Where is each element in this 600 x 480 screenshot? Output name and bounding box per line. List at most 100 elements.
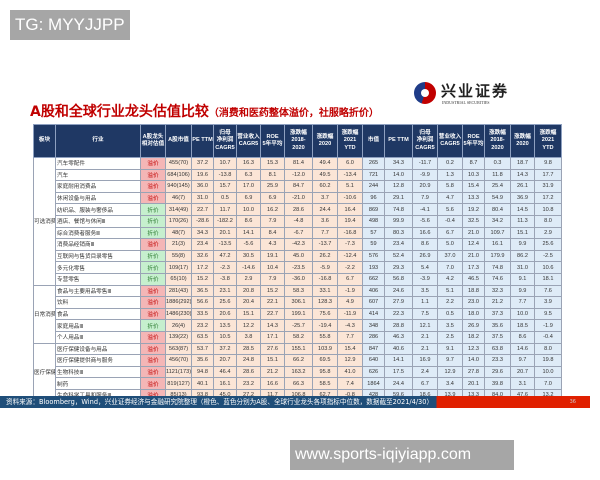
global-value: 18.5 [510, 319, 535, 332]
a-share-value: 17.1 [260, 330, 285, 344]
a-share-value: 0.5 [213, 191, 237, 205]
a-share-value: 819(127) [165, 377, 192, 390]
a-share-value: 60.2 [312, 180, 338, 193]
a-share-value: 10.5 [213, 330, 237, 344]
a-share-value: 58.2 [284, 330, 313, 344]
global-value: 12.4 [462, 238, 485, 251]
global-value: 5.1 [437, 284, 463, 298]
global-value: 59 [362, 238, 385, 251]
column-header: ROE 5年平均 [260, 124, 285, 158]
global-value: 2.5 [437, 330, 463, 344]
a-share-value: 940(145) [165, 180, 192, 193]
global-value: 0.5 [437, 307, 463, 321]
a-share-value: -12.0 [284, 168, 313, 182]
global-value: 5.6 [437, 203, 463, 216]
a-share-value: -42.3 [284, 238, 313, 251]
global-value: 3.9 [534, 296, 562, 309]
a-share-value: -14.6 [236, 261, 261, 274]
global-value: 21.2 [484, 296, 511, 309]
a-share-value: 103.9 [312, 342, 338, 356]
global-value: 23.4 [384, 238, 413, 251]
global-value: 662 [362, 272, 385, 286]
global-value: 10.0 [534, 365, 562, 379]
global-value: 7.7 [510, 296, 535, 309]
a-share-value: 15.1 [236, 307, 261, 321]
global-value: 7.0 [437, 261, 463, 274]
a-share-value: 21.2 [260, 365, 285, 379]
global-value: 17.7 [534, 168, 562, 182]
industry-name: 多元化零售 [55, 261, 141, 274]
logo-mark-icon [414, 82, 436, 104]
global-value: 99.9 [384, 214, 413, 228]
a-share-value: -10.6 [337, 191, 363, 205]
source-note: 资料来源：Bloomberg，Wind，兴业证券经济与金融研究院整理（橙色、蓝色… [6, 398, 434, 406]
global-value: 10.8 [534, 203, 562, 216]
a-share-value: 22.7 [260, 307, 285, 321]
a-share-value: 3.8 [236, 330, 261, 344]
a-share-value: 46(7) [165, 191, 192, 205]
relative-valuation-badge: 溢价 [140, 307, 166, 321]
global-value: 8.0 [534, 214, 562, 228]
global-value: 18.2 [462, 330, 485, 344]
a-share-value: -11.9 [337, 307, 363, 321]
global-value: 12.3 [462, 342, 485, 356]
industry-name: 纺织品、服装与奢侈品 [55, 203, 141, 216]
a-share-value: 6.0 [337, 157, 363, 170]
a-share-value: 40.1 [191, 377, 214, 390]
global-value: 20.1 [462, 377, 485, 390]
a-share-value: 23.1 [213, 284, 237, 298]
global-value: 18.1 [534, 272, 562, 286]
global-value: 9.7 [437, 354, 463, 367]
global-value: 21.0 [462, 226, 485, 240]
a-share-value: 63.5 [191, 330, 214, 344]
a-share-value: 16.4 [337, 203, 363, 216]
a-share-value: 20.4 [236, 296, 261, 309]
title-subtitle: （消费和医药整体溢价，社服略折价） [208, 108, 379, 119]
a-share-value: -19.4 [312, 319, 338, 332]
global-value: 7.0 [534, 377, 562, 390]
sector-label: 日常消费 [33, 284, 56, 344]
global-value: 27.8 [462, 365, 485, 379]
global-value: -1.9 [534, 319, 562, 332]
a-share-value: 199.1 [284, 307, 313, 321]
global-value: 8.0 [534, 342, 562, 356]
global-value: 15.1 [510, 226, 535, 240]
relative-valuation-badge: 溢价 [140, 342, 166, 356]
global-value: 4.2 [437, 272, 463, 286]
a-share-value: 41.0 [337, 365, 363, 379]
a-share-value: 15.3 [260, 157, 285, 170]
a-share-value: 22.1 [260, 296, 285, 309]
a-share-value: 314(49) [165, 203, 192, 216]
a-share-value: 563(87) [165, 342, 192, 356]
logo-text-cn: 兴业证券 [441, 82, 510, 100]
global-value: 74.6 [484, 272, 511, 286]
global-value: 12.8 [384, 180, 413, 193]
global-value: 20.9 [412, 180, 438, 193]
a-share-value: 13.5 [213, 319, 237, 332]
global-value: 27.9 [384, 296, 413, 309]
a-share-value: 16.6 [260, 377, 285, 390]
relative-valuation-badge: 折价 [140, 319, 166, 332]
global-value: 869 [362, 203, 385, 216]
relative-valuation-badge: 折价 [140, 214, 166, 228]
global-value: 12.1 [412, 319, 438, 332]
relative-valuation-badge: 折价 [140, 272, 166, 286]
global-value: 2.9 [534, 226, 562, 240]
global-value: 29.3 [384, 261, 413, 274]
global-value: 39.8 [484, 377, 511, 390]
a-share-value: 47.2 [213, 249, 237, 263]
global-value: 2.4 [412, 365, 438, 379]
industry-name: 汽车 [55, 168, 141, 182]
a-share-value: 58.5 [312, 377, 338, 390]
global-value: 193 [362, 261, 385, 274]
global-value: 9.7 [510, 354, 535, 367]
table-row: 可选消费 汽车零配件 溢价 455(70) 37.2 10.7 16.3 15.3 81.4 49… [33, 157, 562, 286]
global-value: 10.0 [510, 307, 535, 321]
global-value: 96 [362, 191, 385, 205]
a-share-value: 8.6 [236, 214, 261, 228]
a-share-value: 26.2 [312, 249, 338, 263]
a-share-value: -3.8 [213, 272, 237, 286]
a-share-value: 16.3 [236, 157, 261, 170]
industry-name: 个人用品Ⅲ [55, 330, 141, 344]
table-row: 家庭用品Ⅲ 折价 26(4) 23.2 13.5 12.2 14.3 -25.7 -19.4 -4… [34, 319, 562, 332]
